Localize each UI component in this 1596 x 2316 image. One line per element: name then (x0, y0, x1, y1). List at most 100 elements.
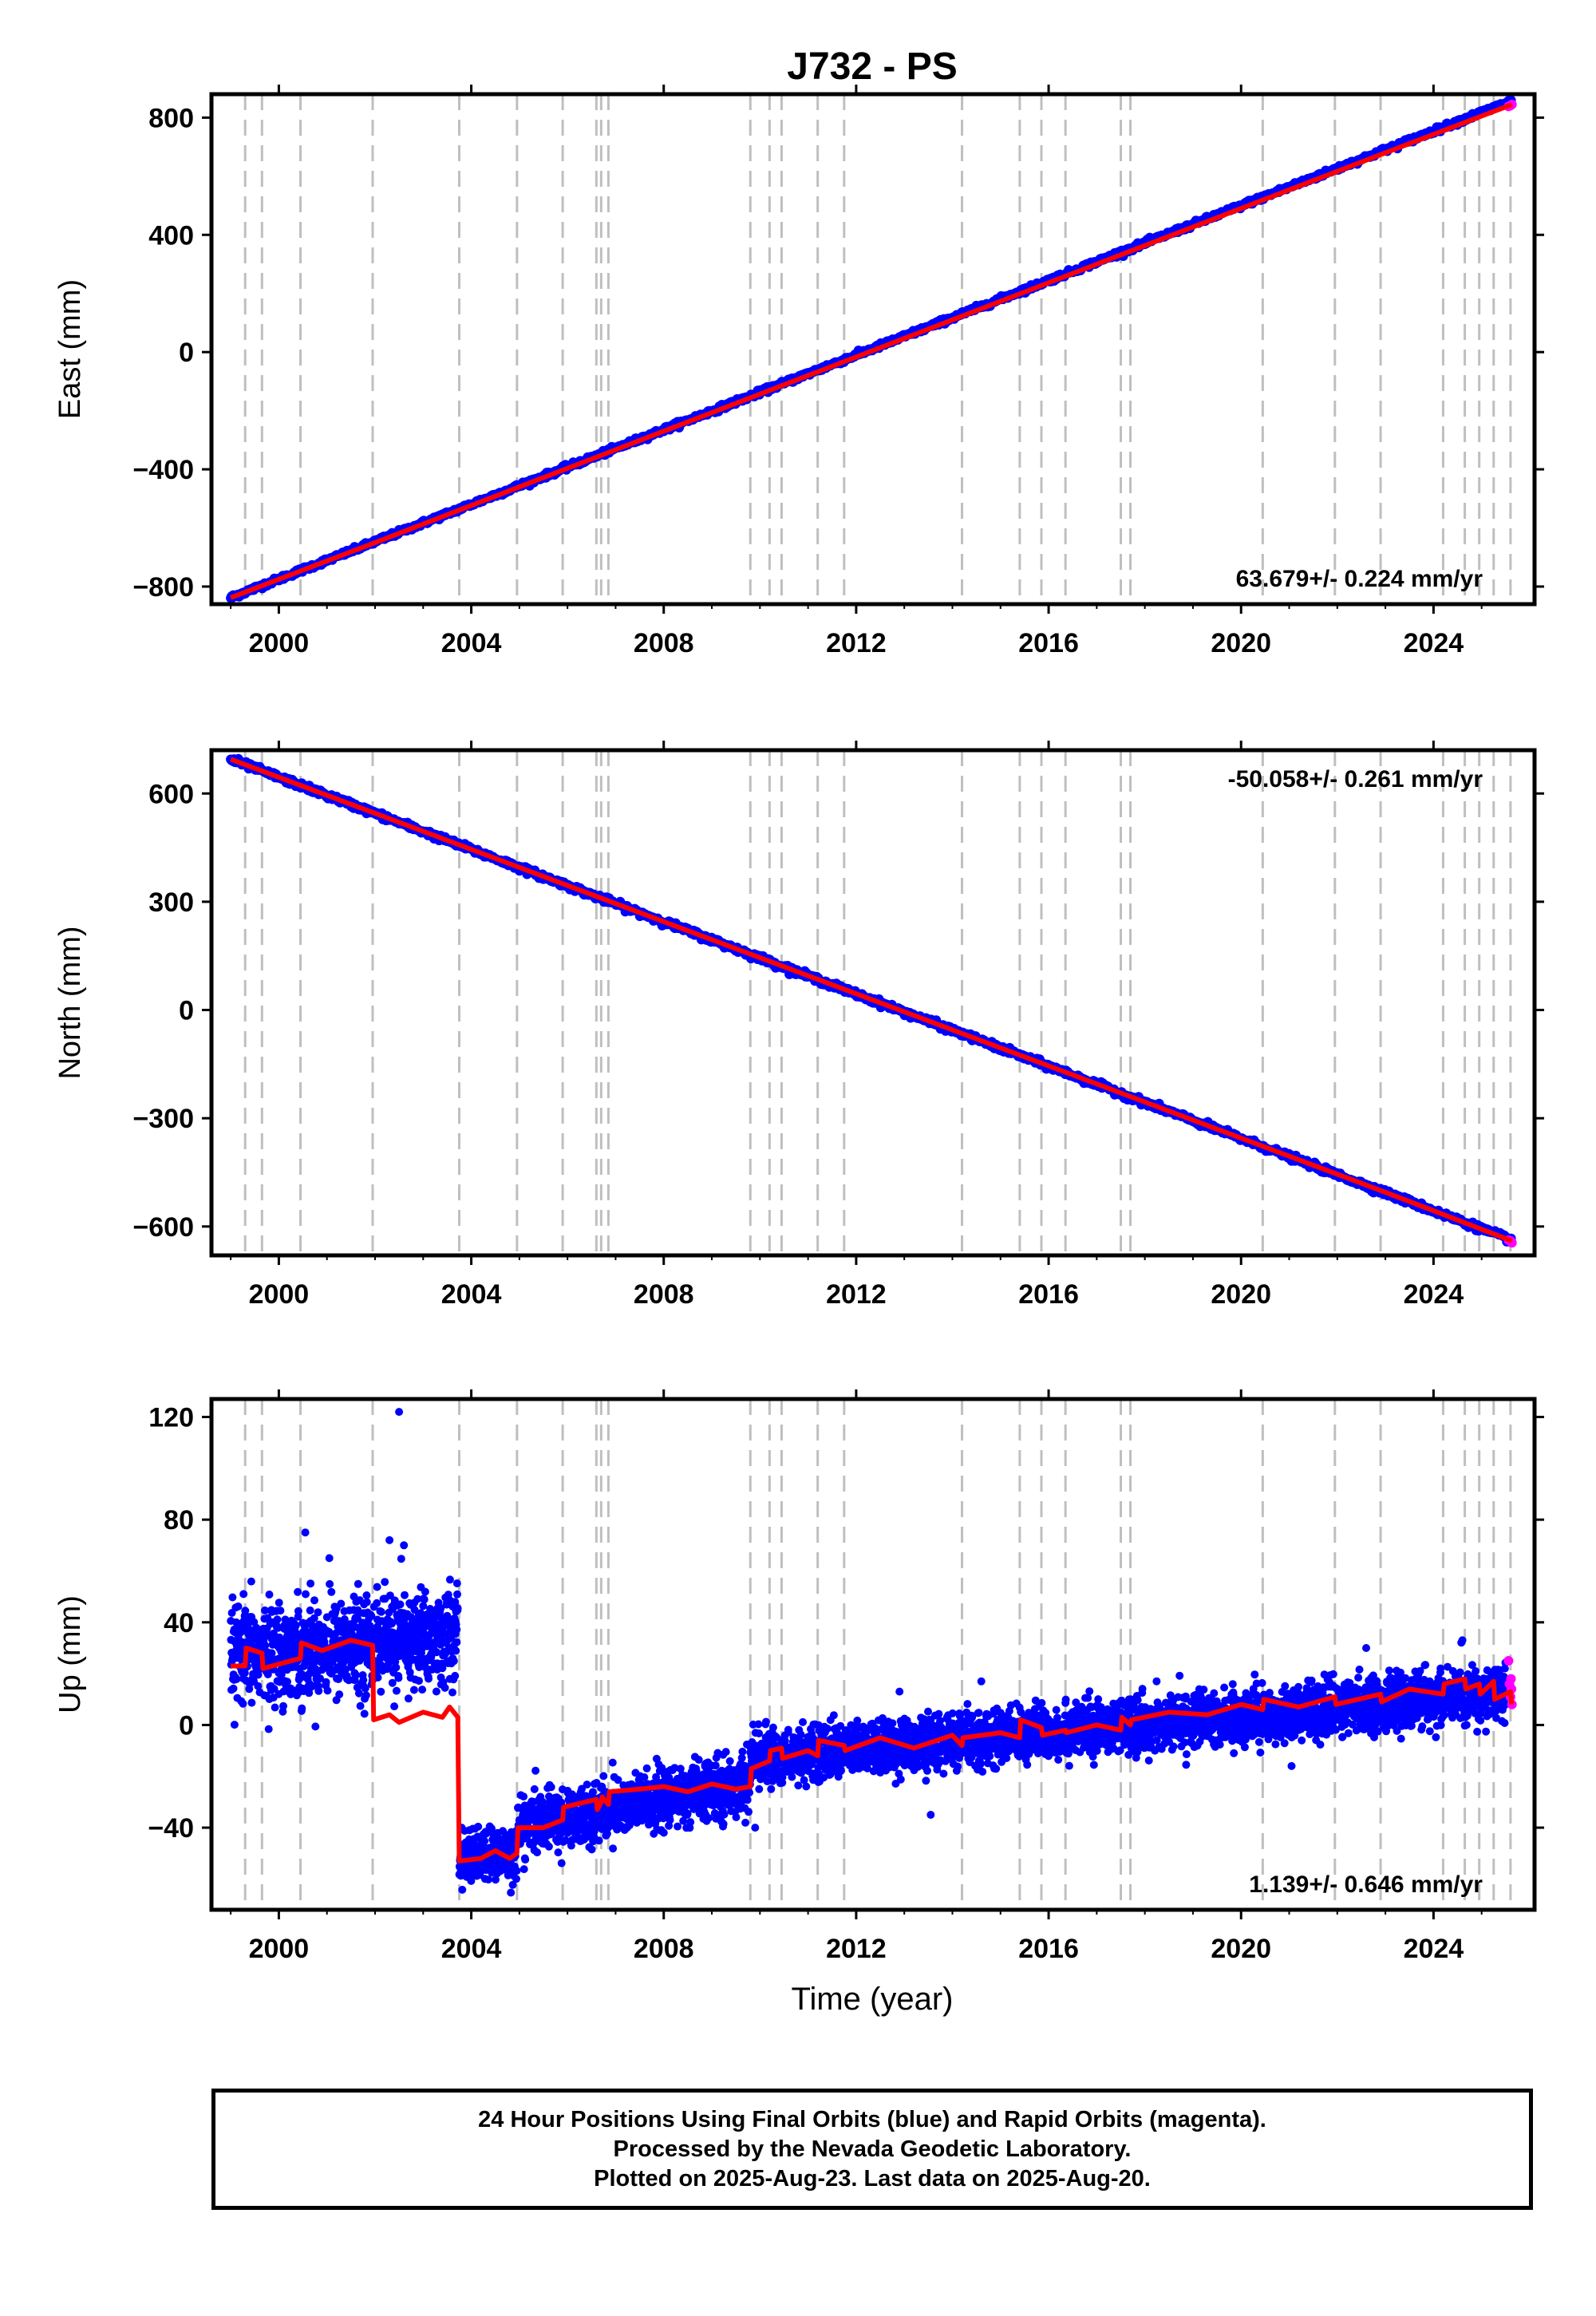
data-point (291, 1621, 300, 1630)
data-point (314, 1608, 322, 1617)
data-point (263, 1670, 272, 1678)
data-point (356, 1701, 365, 1710)
data-point (394, 1674, 403, 1682)
data-point (388, 1678, 397, 1687)
data-point (419, 1602, 428, 1611)
data-point (298, 1704, 306, 1713)
data-point (531, 1766, 540, 1775)
data-point (409, 1686, 418, 1694)
y-tick-label: −300 (132, 1104, 194, 1134)
data-point (337, 1599, 346, 1608)
data-point (276, 1607, 285, 1615)
data-point (413, 1595, 422, 1603)
data-point (418, 1686, 427, 1694)
data-point (519, 1865, 528, 1874)
x-tick-label: 2000 (249, 1279, 310, 1310)
x-tick-label: 2012 (826, 628, 887, 658)
data-point (373, 1674, 382, 1682)
north-frame (209, 748, 1537, 1258)
data-point (277, 1670, 286, 1678)
data-point (239, 1699, 247, 1708)
east-frame (209, 92, 1537, 607)
east-y-axis-label: East (mm) (53, 279, 87, 419)
data-point (392, 1686, 401, 1695)
data-point (452, 1646, 460, 1655)
x-tick-label: 2020 (1211, 1279, 1271, 1310)
data-point (230, 1721, 239, 1729)
data-point (261, 1606, 269, 1614)
data-point (323, 1686, 332, 1695)
data-point (458, 1885, 467, 1894)
data-point (425, 1674, 433, 1683)
north-model-line (230, 757, 1513, 1243)
data-point (437, 1603, 445, 1612)
data-point (362, 1598, 371, 1607)
data-point (451, 1598, 460, 1607)
up-event-lines (243, 1399, 1512, 1910)
north-rate-annotation: -50.058+/- 0.261 mm/yr (1228, 766, 1483, 792)
data-point (327, 1587, 336, 1596)
data-point (306, 1579, 315, 1588)
x-tick-label: 2020 (1211, 628, 1271, 658)
data-point (547, 1783, 555, 1792)
data-point (273, 1615, 282, 1624)
data-point (316, 1674, 325, 1683)
data-point (420, 1595, 429, 1604)
x-tick-label: 2012 (826, 1279, 887, 1310)
data-point (264, 1725, 273, 1733)
east-rate-annotation: 63.679+/- 0.224 mm/yr (1236, 566, 1483, 592)
y-tick-label: 0 (179, 338, 194, 368)
x-tick-label: 2016 (1018, 1279, 1079, 1310)
data-point (354, 1689, 363, 1697)
data-point (331, 1629, 340, 1638)
data-point (438, 1664, 447, 1673)
data-point (392, 1663, 401, 1672)
data-point (453, 1590, 461, 1599)
data-point (241, 1607, 250, 1615)
data-point (377, 1687, 385, 1696)
data-point (390, 1702, 399, 1711)
data-point (445, 1575, 454, 1584)
data-point (267, 1649, 276, 1658)
data-point (557, 1859, 566, 1867)
data-point (271, 1703, 279, 1712)
data-point (362, 1591, 371, 1599)
data-point (492, 1875, 500, 1884)
data-point (334, 1675, 343, 1683)
data-point (254, 1682, 263, 1690)
data-point (247, 1577, 255, 1586)
data-point (452, 1579, 461, 1587)
data-point (341, 1666, 350, 1674)
y-tick-label: 0 (179, 996, 194, 1026)
data-point (385, 1591, 394, 1600)
data-point (335, 1690, 344, 1699)
y-tick-label: 800 (148, 103, 194, 133)
x-tick-label: 2016 (1018, 628, 1079, 658)
data-point (232, 1675, 241, 1683)
data-point (417, 1609, 425, 1618)
data-point (373, 1599, 381, 1607)
y-tick-label: 400 (148, 220, 194, 251)
data-point (401, 1591, 409, 1599)
data-point (322, 1678, 330, 1686)
y-tick-label: −600 (132, 1212, 194, 1243)
east-event-lines (243, 94, 1512, 604)
data-point (595, 1836, 603, 1845)
data-point (480, 1836, 489, 1845)
data-point (261, 1641, 270, 1650)
data-point (240, 1669, 249, 1678)
data-point (326, 1579, 334, 1588)
data-point (507, 1888, 516, 1897)
data-point (404, 1694, 413, 1703)
data-point (310, 1596, 318, 1605)
data-point (314, 1686, 323, 1695)
north-event-lines (243, 750, 1512, 1255)
x-tick-label: 2008 (634, 628, 694, 658)
x-tick-label: 2008 (634, 1279, 694, 1310)
data-point (234, 1602, 243, 1611)
data-point (433, 1648, 441, 1657)
